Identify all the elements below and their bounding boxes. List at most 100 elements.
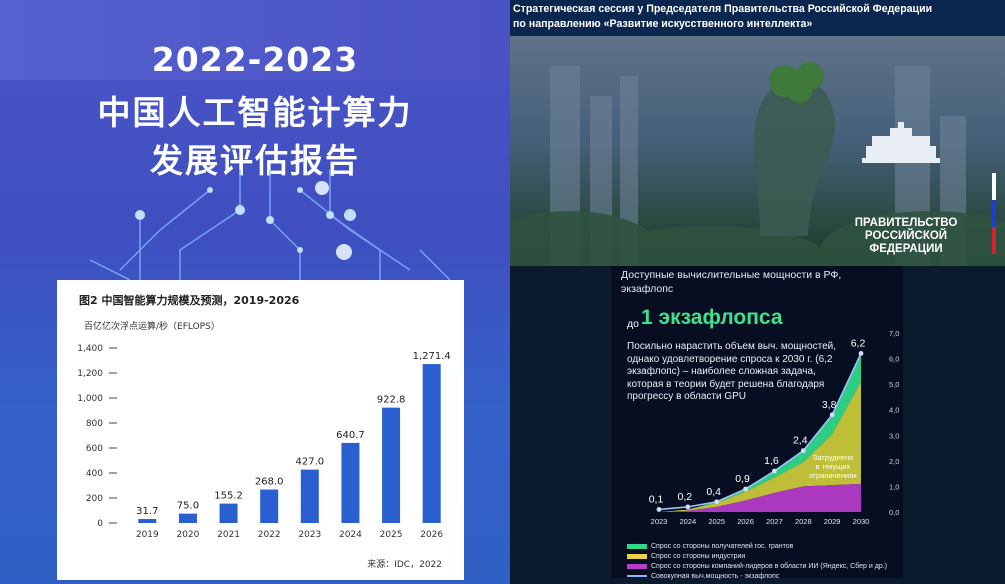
- x-tick-label: 2019: [136, 530, 159, 540]
- header-line2: по направлению «Развитие искусственного …: [513, 18, 813, 30]
- bar: [382, 407, 401, 523]
- y-tick-label: 1,000: [77, 394, 103, 404]
- chart-annotation: в текущих: [816, 462, 851, 471]
- total-point: [858, 351, 864, 356]
- chart-annotation: Затруднено: [813, 453, 854, 462]
- x-tick-label: 2027: [766, 517, 783, 526]
- figure-title: 图2 中国智能算力规模及预测，2019-2026: [79, 294, 300, 307]
- slide-header: Стратегическая сессия у Председателя Пра…: [510, 0, 1005, 36]
- total-value-label: 3,8: [822, 399, 837, 411]
- y-tick-label: 2,0: [889, 457, 899, 466]
- total-value-label: 0,9: [735, 473, 750, 485]
- total-value-label: 0,2: [678, 491, 693, 503]
- x-tick-label: 2026: [420, 530, 443, 540]
- total-value-label: 2,4: [793, 435, 808, 447]
- bar-value-label: 31.7: [136, 506, 158, 517]
- x-tick-label: 2023: [298, 530, 321, 540]
- y-tick-label: 1,0: [889, 482, 899, 491]
- bar-value-label: 268.0: [255, 477, 284, 488]
- total-point: [656, 507, 662, 512]
- total-capacity-line: [658, 353, 862, 511]
- report-title-line2: 发展评估报告: [150, 141, 360, 180]
- total-value-label: 0,4: [706, 486, 721, 498]
- legend-swatch: [627, 553, 647, 559]
- x-tick-label: 2026: [737, 517, 754, 526]
- figure-unit: 百亿亿次浮点运算/秒（EFLOPS）: [84, 322, 220, 332]
- total-point: [829, 412, 835, 418]
- panel-description: Посильно нарастить объем выч. мощностей,…: [627, 341, 837, 402]
- bar-value-label: 922.8: [377, 395, 406, 406]
- area-industry: [659, 381, 861, 512]
- headline-prefix: до: [627, 318, 639, 330]
- x-tick-label: 2024: [680, 517, 697, 526]
- x-tick-label: 2030: [853, 517, 870, 526]
- legend-item: Спрос со стороны получателей гос. гранто…: [627, 543, 793, 550]
- total-point: [714, 499, 720, 505]
- x-tick-label: 2025: [708, 517, 725, 526]
- bar: [219, 503, 238, 523]
- x-tick-label: 2021: [217, 530, 240, 540]
- bar-value-label: 1,271.4: [413, 351, 451, 362]
- legend-swatch: [627, 563, 647, 569]
- legend-item: Спрос со стороны индустрии: [627, 553, 745, 560]
- bar-value-label: 75.0: [177, 501, 199, 512]
- government-emblem-text: ПРАВИТЕЛЬСТВО РОССИЙСКОЙ ФЕДЕРАЦИИ: [836, 217, 976, 256]
- y-tick-label: 800: [86, 419, 103, 429]
- area-ai-leaders: [659, 483, 861, 512]
- y-tick-label: 200: [86, 494, 103, 504]
- russia-compute-area-chart: 0,01,02,03,04,05,06,07,0экзафлопс0,10,20…: [649, 329, 900, 526]
- y-tick-label: 5,0: [889, 380, 899, 389]
- compute-panel: 0,0 1,0 2,0 3,0 4,0 5,0 6,0 7,0 экзафлопс 0,1 0,2 0…: [611, 266, 903, 580]
- total-point: [800, 448, 806, 454]
- bar-value-label: 427.0: [295, 457, 324, 468]
- bar: [178, 513, 197, 523]
- legend-item: Спрос со стороны компаний-лидеров в обла…: [627, 563, 887, 570]
- figure-source: 来源：IDC，2022: [367, 560, 442, 570]
- circuit-decoration: [89, 170, 451, 280]
- y-tick-label: 1,400: [77, 344, 103, 354]
- gov-line2: РОССИЙСКОЙ: [864, 230, 948, 242]
- report-title-line1: 中国人工智能计算力: [97, 93, 413, 132]
- russian-slide: ПРАВИТЕЛЬСТВО РОССИЙСКОЙ ФЕДЕРАЦИИ Страт…: [510, 0, 1005, 584]
- chart-card: 0 200 400 600 800 1,000 1,200 1,400 31.7 2019 75.0…: [57, 280, 464, 580]
- x-tick-label: 2020: [176, 530, 199, 540]
- x-tick-label: 2025: [380, 530, 403, 540]
- y-tick-label: 3,0: [889, 431, 899, 440]
- total-point: [743, 486, 748, 492]
- background-illustration: [510, 62, 1005, 266]
- bar: [300, 469, 319, 523]
- total-point: [685, 504, 691, 510]
- bar: [138, 519, 157, 523]
- report-year: 2022-2023: [151, 40, 359, 79]
- bar-value-label: 640.7: [336, 430, 365, 441]
- panel-title-line2: экзафлопс: [621, 283, 674, 295]
- gov-line3: ФЕДЕРАЦИИ: [869, 243, 943, 255]
- legend-swatch: [627, 575, 647, 578]
- chart-annotation: ограничениях: [809, 471, 857, 480]
- y-tick-label: 600: [86, 444, 103, 454]
- y-tick-label: 0: [97, 519, 103, 529]
- report-cover: 2022-2023 中国人工智能计算力 发展评估报告 0 200 400 600 800…: [0, 0, 510, 584]
- x-tick-label: 2028: [795, 517, 812, 526]
- panel-title-line1: Доступные вычислительные мощности в РФ,: [621, 269, 842, 281]
- russian-flag-stripe: [992, 173, 996, 255]
- bar: [260, 489, 279, 523]
- headline-value: 1 экзафлопса: [641, 306, 783, 329]
- legend-item: Совокупная выч.мощность - экзафлопс: [627, 573, 779, 580]
- bar-value-label: 155.2: [214, 491, 243, 502]
- y-tick-label: 7,0: [889, 329, 899, 338]
- y-tick-label: 4,0: [889, 406, 899, 415]
- china-compute-bar-chart: 0 200 400 600 800 1,000 1,200 1,400 31.7 2019 75.0…: [77, 344, 451, 540]
- y-tick-label: 6,0: [889, 355, 899, 364]
- bar: [422, 364, 441, 523]
- x-tick-label: 2023: [651, 517, 668, 526]
- title-band: [0, 0, 510, 80]
- y-tick-label: 0,0: [889, 508, 899, 517]
- header-line1: Стратегическая сессия у Председателя Пра…: [513, 3, 933, 15]
- total-point: [772, 468, 777, 474]
- total-value-label: 0,1: [649, 493, 664, 505]
- x-tick-label: 2029: [824, 517, 841, 526]
- y-tick-label: 400: [86, 469, 103, 479]
- legend-swatch: [627, 543, 647, 549]
- bar: [341, 442, 360, 523]
